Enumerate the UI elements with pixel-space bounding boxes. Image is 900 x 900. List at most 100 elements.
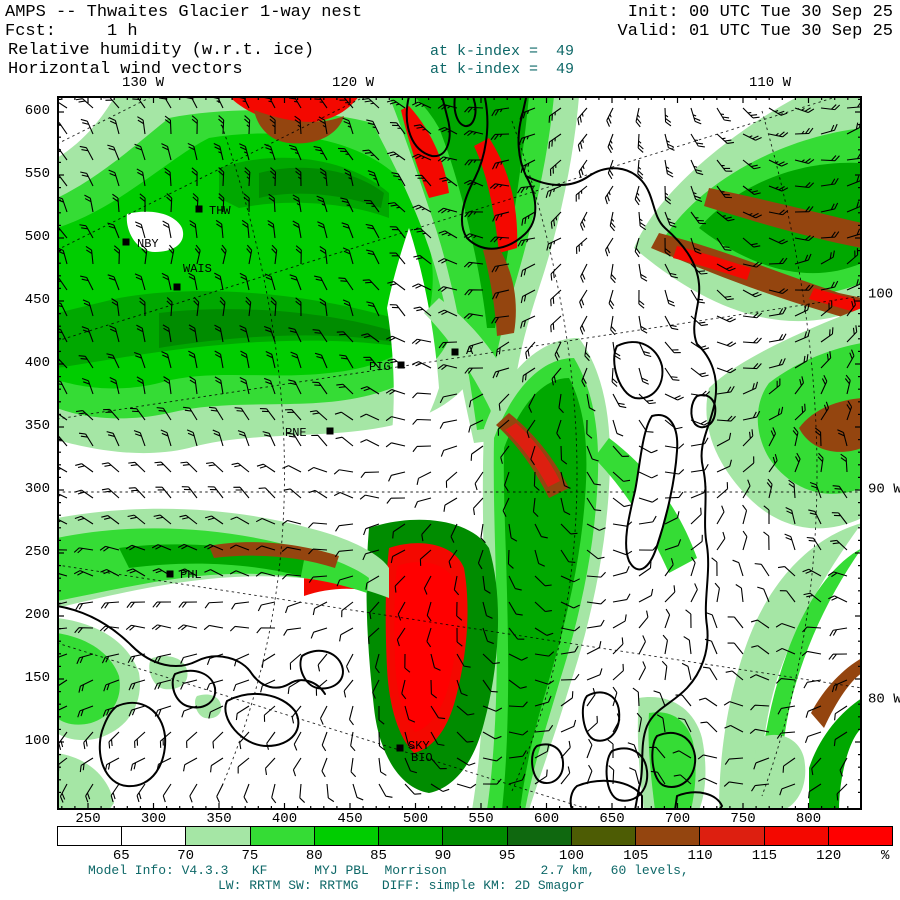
meridian-label: 130 W bbox=[121, 75, 165, 91]
wind-barb-icon bbox=[794, 253, 812, 265]
wind-barb-icon bbox=[292, 220, 302, 239]
wind-barb-icon bbox=[316, 195, 328, 213]
wind-barb-icon bbox=[102, 705, 120, 717]
wind-barb-icon bbox=[690, 486, 707, 499]
wind-barb-icon bbox=[456, 601, 463, 621]
wind-barb-icon bbox=[820, 300, 833, 317]
wind-barb-icon bbox=[502, 497, 510, 517]
coastline-lake bbox=[625, 414, 679, 571]
wind-barb-icon bbox=[151, 544, 172, 551]
wind-barb-icon bbox=[579, 289, 588, 309]
wind-barb-icon bbox=[753, 757, 770, 770]
wind-barb-icon bbox=[289, 274, 302, 291]
wind-barb-icon bbox=[634, 185, 641, 206]
rh-contour-fill bbox=[704, 188, 862, 248]
wind-barb-icon bbox=[109, 376, 120, 395]
wind-barb-icon bbox=[334, 549, 354, 558]
wind-barb-icon bbox=[453, 575, 460, 596]
wind-barb-icon bbox=[638, 393, 656, 405]
wind-barb-icon bbox=[154, 679, 172, 690]
wind-barb-icon bbox=[213, 142, 224, 161]
wind-barb-icon bbox=[690, 390, 711, 397]
wind-barb-icon bbox=[742, 107, 760, 119]
wind-barb-icon bbox=[742, 211, 762, 219]
wind-barb-icon bbox=[307, 466, 328, 473]
x-axis-tick-label: 450 bbox=[337, 811, 363, 827]
wind-barb-icon bbox=[260, 679, 276, 693]
wind-barb-icon bbox=[212, 731, 224, 749]
wind-barb-icon bbox=[385, 416, 406, 422]
wind-barb-icon bbox=[438, 230, 458, 239]
wind-barb-icon bbox=[430, 679, 438, 699]
plot-title: AMPS -- Thwaites Glacier 1-way nest bbox=[5, 3, 363, 22]
wind-barb-icon bbox=[834, 705, 848, 721]
wind-barb-icon bbox=[212, 429, 224, 447]
wind-barb-icon bbox=[361, 333, 380, 343]
wind-barb-icon bbox=[339, 627, 354, 642]
meridian-label: 110 W bbox=[748, 75, 792, 91]
wind-barb-icon bbox=[438, 341, 458, 349]
wind-barb-icon bbox=[362, 97, 380, 109]
wind-barb-icon bbox=[464, 289, 484, 296]
wind-barb-icon bbox=[207, 486, 224, 499]
colorbar-segment bbox=[699, 827, 764, 845]
wind-barb-icon bbox=[439, 177, 458, 187]
colorbar-segment bbox=[506, 827, 571, 845]
x-axis-tick-label: 250 bbox=[75, 811, 101, 827]
wind-barb-icon bbox=[575, 185, 588, 202]
wind-barb-icon bbox=[203, 543, 224, 551]
colorbar-segment bbox=[827, 827, 893, 845]
wind-barb-icon bbox=[216, 783, 224, 803]
wind-barb-icon bbox=[423, 575, 432, 595]
y-axis-tick-label: 200 bbox=[24, 607, 50, 623]
wind-barb-icon bbox=[690, 237, 702, 255]
wind-barb-icon bbox=[141, 244, 148, 265]
rh-contour-fill bbox=[719, 523, 862, 810]
wind-barb-icon bbox=[532, 497, 539, 518]
wind-barb-icon bbox=[683, 636, 692, 655]
wind-barb-icon bbox=[690, 534, 703, 551]
rh-contour-fill bbox=[57, 633, 120, 725]
wind-barb-icon bbox=[508, 627, 525, 640]
wind-barb-icon bbox=[782, 757, 796, 773]
rh-contour-fill bbox=[809, 288, 862, 314]
wind-barb-icon bbox=[229, 570, 250, 577]
y-axis-tick-label: 300 bbox=[24, 481, 50, 497]
wind-barb-icon bbox=[714, 582, 720, 603]
wind-barb-icon bbox=[464, 367, 484, 374]
wind-barb-icon bbox=[840, 453, 848, 473]
wind-barb-icon bbox=[392, 523, 406, 539]
wind-barb-icon bbox=[139, 297, 146, 317]
wind-barb-icon bbox=[134, 273, 146, 291]
wind-barb-icon bbox=[281, 573, 302, 580]
wind-barb-icon bbox=[430, 783, 450, 792]
station-label: PHL bbox=[180, 568, 202, 582]
wind-barb-icon bbox=[794, 158, 815, 164]
wind-barb-icon bbox=[430, 731, 445, 746]
coastline-island bbox=[531, 743, 565, 784]
wind-barb-icon bbox=[193, 296, 200, 317]
wind-barb-icon bbox=[164, 115, 172, 135]
wind-barb-icon bbox=[308, 522, 328, 529]
wind-barb-icon bbox=[389, 226, 406, 239]
colorbar-tick-label: 110 bbox=[687, 848, 713, 864]
wind-barb-icon bbox=[716, 133, 735, 145]
wind-barb-icon bbox=[724, 757, 744, 765]
wind-barb-icon bbox=[128, 461, 146, 473]
wind-barb-icon bbox=[419, 549, 432, 566]
wind-barb-icon bbox=[586, 571, 606, 578]
wind-barb-icon bbox=[546, 237, 562, 251]
wind-barb-icon bbox=[342, 117, 354, 135]
x-axis-tick-label: 350 bbox=[206, 811, 232, 827]
wind-barb-icon bbox=[333, 469, 354, 475]
wind-barb-icon bbox=[727, 642, 744, 655]
wind-barb-icon bbox=[612, 419, 624, 437]
wind-barb-icon bbox=[104, 757, 120, 772]
wind-barb-icon bbox=[846, 400, 853, 421]
wind-barb-icon bbox=[820, 231, 840, 239]
colorbar-tick-label: 85 bbox=[370, 848, 387, 864]
wind-barb-icon bbox=[80, 171, 94, 187]
wind-barb-icon bbox=[326, 783, 335, 803]
wind-barb-icon bbox=[256, 627, 276, 634]
wind-barb-icon bbox=[820, 375, 828, 395]
